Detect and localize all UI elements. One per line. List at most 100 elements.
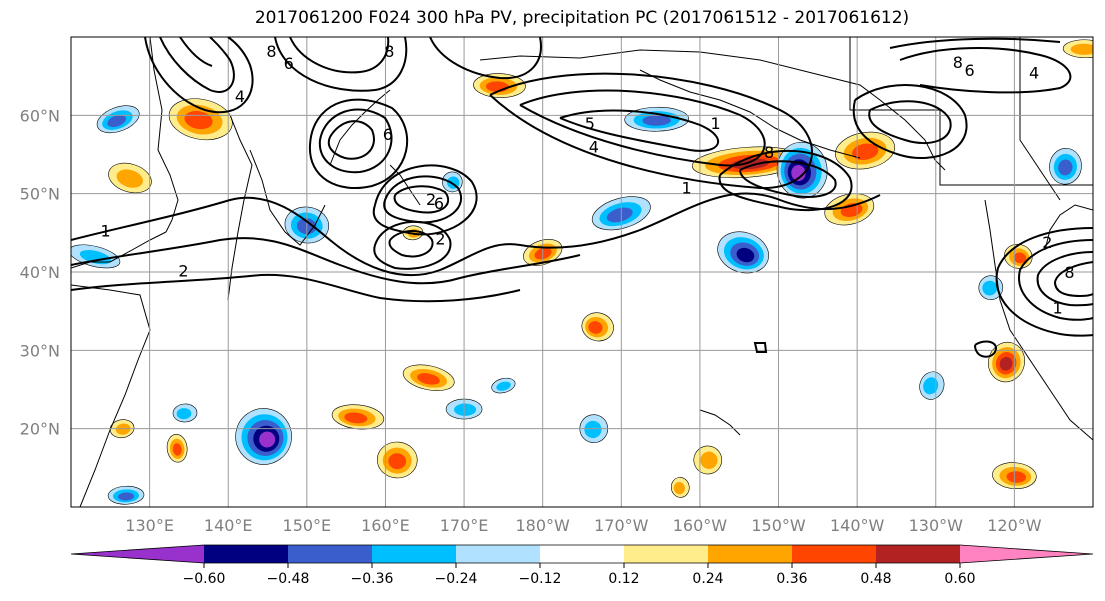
pv-contour (1018, 239, 1093, 321)
pc-shading-level (344, 412, 368, 424)
pc-shading-blob (670, 477, 690, 498)
pv-contour (388, 230, 434, 258)
pc-shading-level (736, 247, 755, 263)
lat-tick-label: 50°N (20, 185, 60, 204)
pc-shading-blob (402, 364, 455, 391)
pc-shading-level (388, 453, 407, 470)
pv-contour (852, 83, 968, 160)
pc-shading-level (1006, 471, 1027, 483)
colorbar-extend-high (960, 545, 1093, 563)
pc-shading-level (982, 280, 998, 296)
pc-shading-level (584, 420, 602, 439)
pc-shading-blob (992, 462, 1037, 490)
pv-contour (71, 192, 881, 277)
pv-contour (995, 227, 1093, 337)
lat-tick-label: 20°N (20, 420, 60, 439)
pv-contour-label: 2 (435, 229, 445, 248)
lon-tick-label: 170°E (440, 516, 489, 535)
pc-shading-level (700, 451, 718, 469)
map-title: 2017061200 F024 300 hPa PV, precipitatio… (254, 8, 910, 28)
coastline (149, 37, 179, 233)
pv-contour (718, 149, 853, 212)
pv-contour (144, 37, 254, 114)
pc-shading-level (259, 431, 276, 448)
colorbar-tick-label: 0.60 (944, 571, 975, 587)
colorbar-bin (372, 545, 457, 563)
colorbar-bin (624, 545, 709, 563)
pv-contour-label: 4 (1029, 63, 1039, 82)
plot-frame (70, 36, 1094, 508)
pc-shading-blob (331, 404, 385, 430)
pc-shading-blob (168, 98, 233, 141)
colorbar-tick-label: −0.36 (351, 571, 394, 587)
pc-shading-blob (581, 312, 614, 342)
pv-contour (327, 120, 375, 160)
colorbar-bin (708, 545, 793, 563)
pv-contour (889, 37, 1061, 49)
pc-shading-level (116, 169, 143, 188)
pv-contour-label: 2 (426, 190, 436, 209)
longitude-labels: 130°E 140°E 150°E 160°E 170°E 180°W 170°W 160°W… (125, 516, 1041, 535)
pv-contour (383, 175, 462, 224)
pv-contour (289, 37, 390, 74)
coastline (71, 284, 151, 507)
colorbar-extend-low (71, 545, 204, 563)
coastline (639, 69, 861, 159)
pc-shading-blob (1049, 147, 1082, 185)
colorbar-tick-label: −0.12 (519, 571, 562, 587)
pv-contour (274, 37, 408, 92)
colorbar-tick-label: −0.60 (183, 571, 226, 587)
coastline (699, 409, 741, 436)
lon-tick-label: 140°E (204, 516, 253, 535)
colorbar-tick-label: 0.36 (776, 571, 807, 587)
pv-contour (519, 89, 766, 167)
pv-contour (1036, 251, 1093, 307)
colorbar-bin (540, 545, 625, 563)
pv-contour (393, 185, 450, 214)
pc-shading-level (454, 403, 477, 416)
pc-shading-blob (491, 377, 516, 394)
pc-shading-level (176, 408, 192, 420)
pv-contour (489, 72, 814, 190)
pv-contours-layer (71, 37, 1093, 358)
lon-tick-label: 150°W (751, 516, 806, 535)
coastline (479, 49, 946, 171)
colorbar-tick-label: 0.24 (692, 571, 723, 587)
pc-shading-level (417, 373, 440, 385)
pv-contour-label: 8 (764, 143, 774, 162)
pc-shading-blob (717, 231, 769, 274)
pv-contour-label: 1 (711, 114, 721, 133)
pv-contour (559, 109, 720, 152)
pv-contour-label: 4 (235, 87, 245, 106)
pv-contour (318, 108, 393, 174)
coastline (389, 164, 421, 206)
pv-contour-label: 8 (1064, 263, 1074, 282)
coastline (227, 114, 253, 301)
colorbar-bin (792, 545, 877, 563)
pc-shading-level (791, 165, 806, 182)
coastline (984, 199, 1093, 441)
pc-shading-blob (1062, 39, 1093, 59)
pc-shading-level (999, 356, 1013, 371)
coastline (249, 149, 326, 246)
pv-contour-label: 8 (953, 53, 963, 72)
lat-tick-label: 30°N (20, 341, 60, 360)
pv-contour-label: 6 (434, 194, 444, 213)
coastline (1019, 37, 1061, 201)
pc-shading-blob (988, 341, 1025, 383)
pc-shading-blob (473, 73, 526, 98)
pc-shading-level (1070, 43, 1093, 55)
colorbar-bin (876, 545, 961, 563)
colorbar-tick-label: 0.48 (860, 571, 891, 587)
pv-contour (1053, 261, 1093, 298)
pv-contour-label: 6 (964, 61, 974, 80)
colorbar-bin (288, 545, 373, 563)
pv-contour (373, 220, 452, 270)
pc-shading-level (923, 377, 939, 395)
pv-contour-label: 6 (383, 125, 393, 144)
pv-contour-label: 4 (589, 138, 599, 157)
lat-tick-label: 60°N (20, 106, 60, 125)
pc-shading-level (1013, 252, 1027, 264)
coastline (329, 89, 391, 166)
